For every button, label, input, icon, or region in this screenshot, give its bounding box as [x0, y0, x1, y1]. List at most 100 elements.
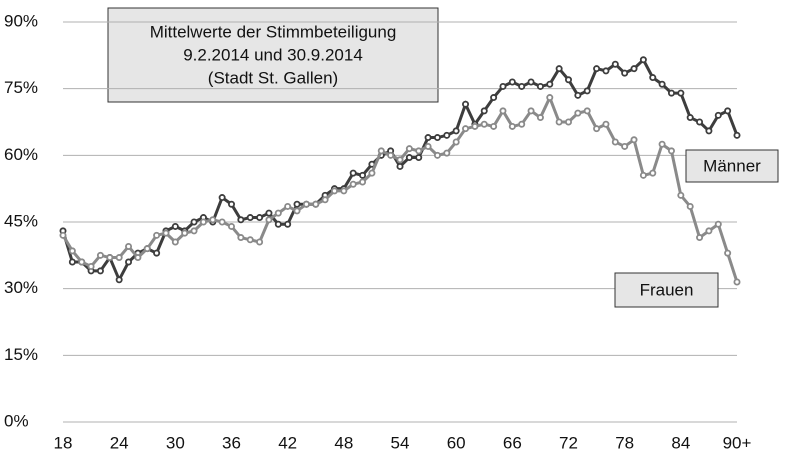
legend-box	[614, 272, 719, 308]
point	[405, 145, 413, 153]
point	[462, 125, 470, 133]
x-tick-label: 42	[278, 433, 297, 452]
point	[181, 229, 189, 237]
point	[227, 222, 235, 230]
point	[424, 142, 432, 150]
point	[733, 278, 741, 286]
x-tick-label: 90+	[723, 433, 752, 452]
x-tick-label: 72	[559, 433, 578, 452]
point	[705, 227, 713, 235]
title-box	[107, 7, 439, 103]
point	[490, 122, 498, 130]
point	[574, 91, 582, 99]
point	[199, 218, 207, 226]
point	[630, 65, 638, 73]
point	[677, 89, 685, 97]
point	[134, 254, 142, 262]
point	[284, 202, 292, 210]
point	[96, 251, 104, 259]
point	[480, 107, 488, 115]
point	[658, 80, 666, 88]
point	[611, 60, 619, 68]
point	[284, 220, 292, 228]
point	[115, 276, 123, 284]
point	[349, 169, 357, 177]
point	[546, 94, 554, 102]
point	[415, 147, 423, 155]
y-tick-label: 90%	[4, 11, 38, 30]
point	[696, 234, 704, 242]
point	[125, 242, 133, 250]
x-tick-label: 54	[391, 433, 410, 452]
point	[593, 125, 601, 133]
point	[218, 218, 226, 226]
point	[499, 107, 507, 115]
point	[724, 107, 732, 115]
y-tick-label: 30%	[4, 278, 38, 297]
point	[649, 74, 657, 82]
point	[424, 134, 432, 142]
point	[471, 122, 479, 130]
legend-box	[685, 149, 779, 183]
point	[162, 229, 170, 237]
point	[611, 138, 619, 146]
point	[143, 245, 151, 253]
point	[330, 187, 338, 195]
point	[433, 134, 441, 142]
point	[368, 169, 376, 177]
point	[658, 140, 666, 148]
point	[87, 262, 95, 270]
point	[499, 82, 507, 90]
point	[443, 131, 451, 139]
point	[59, 231, 67, 239]
point	[171, 238, 179, 246]
point	[293, 200, 301, 208]
point	[667, 147, 675, 155]
point	[583, 87, 591, 95]
point	[565, 118, 573, 126]
point	[649, 169, 657, 177]
point	[527, 107, 535, 115]
point	[593, 65, 601, 73]
point	[452, 127, 460, 135]
x-tick-label: 18	[54, 433, 73, 452]
point	[452, 138, 460, 146]
point	[387, 151, 395, 159]
point	[546, 80, 554, 88]
point	[583, 107, 591, 115]
point	[639, 56, 647, 64]
y-tick-label: 75%	[4, 78, 38, 97]
point	[686, 114, 694, 122]
point	[574, 109, 582, 117]
point	[274, 220, 282, 228]
chart-title: 9.2.2014 und 30.9.2014	[183, 45, 363, 64]
point	[227, 200, 235, 208]
point	[602, 120, 610, 128]
point	[724, 249, 732, 257]
point	[340, 187, 348, 195]
point	[518, 82, 526, 90]
point	[153, 249, 161, 257]
x-tick-label: 66	[503, 433, 522, 452]
y-tick-label: 0%	[4, 411, 29, 430]
point	[415, 154, 423, 162]
point	[218, 194, 226, 202]
point	[714, 220, 722, 228]
point	[302, 200, 310, 208]
point	[443, 149, 451, 157]
point	[349, 180, 357, 188]
point	[433, 151, 441, 159]
point	[405, 154, 413, 162]
point	[265, 209, 273, 217]
point	[377, 147, 385, 155]
y-tick-label: 15%	[4, 345, 38, 364]
point	[396, 156, 404, 164]
y-tick-label: 45%	[4, 211, 38, 230]
point	[274, 209, 282, 217]
point	[686, 202, 694, 210]
point	[359, 178, 367, 186]
point	[667, 89, 675, 97]
point	[565, 76, 573, 84]
point	[396, 162, 404, 170]
